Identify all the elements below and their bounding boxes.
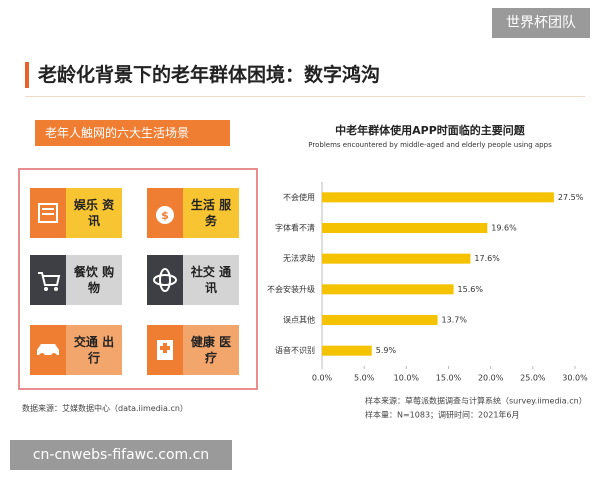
scene-label: 健康 医疗: [183, 325, 239, 375]
value-label: 15.6%: [458, 285, 484, 294]
icon: [30, 255, 66, 305]
value-label: 27.5%: [558, 193, 584, 202]
y-tick-label: 无法求助: [283, 253, 315, 263]
chart-title: 中老年群体使用APP时面临的主要问题: [335, 123, 526, 137]
x-tick-label: 15.0%: [436, 374, 462, 383]
icon: [30, 325, 66, 375]
watermark: cn-cnwebs-fifawc.com.cn: [10, 440, 232, 470]
y-tick-label: 语音不识别: [275, 345, 315, 355]
scene-label: 餐饮 购物: [66, 255, 122, 305]
y-tick-label: 误点其他: [283, 315, 315, 325]
bar: [322, 284, 454, 295]
scene-label: 社交 通讯: [183, 255, 239, 305]
note: 样本量：N=1083；调研时间：2021年6月: [365, 410, 520, 420]
bar: [322, 253, 471, 264]
x-tick-label: 0.0%: [312, 374, 333, 383]
svg-text:$: $: [161, 209, 169, 222]
x-tick-label: 30.0%: [562, 374, 588, 383]
x-tick-label: 20.0%: [478, 374, 504, 383]
panel-frame: [18, 168, 258, 390]
note: 样本来源：草莓派数据调查与计算系统（survey.iimedia.cn）: [365, 396, 587, 406]
y-tick-label: 字体看不清: [275, 223, 315, 233]
source-note: 数据来源：艾媒数据中心（data.iimedia.cn）: [22, 404, 188, 413]
icon: [147, 255, 183, 305]
scene-label: 娱乐 资讯: [66, 188, 122, 238]
bar: [322, 345, 372, 356]
watermark: 世界杯团队: [492, 8, 590, 38]
page-title: 老龄化背景下的老年群体困境：数字鸿沟: [38, 64, 381, 86]
x-tick-label: 25.0%: [520, 374, 546, 383]
value-label: 17.6%: [474, 254, 500, 263]
chart-subtitle: Problems encountered by middle-aged and …: [308, 141, 552, 149]
value-label: 5.9%: [376, 346, 397, 355]
bar: [322, 223, 488, 233]
scene-label: 生活 服务: [183, 188, 239, 238]
y-tick-label: 不会安装升级: [267, 284, 315, 294]
title-accent: [25, 62, 29, 88]
value-label: 13.7%: [442, 316, 468, 325]
icon: [147, 325, 183, 375]
icon: $: [147, 188, 183, 238]
panel-heading: 老年人触网的六大生活场景: [35, 120, 230, 146]
y-tick-label: 不会使用: [283, 192, 315, 202]
icon: [30, 188, 66, 238]
x-tick-label: 5.0%: [354, 374, 375, 383]
scene-label: 交通 出行: [66, 325, 122, 375]
bar: [322, 315, 438, 325]
value-label: 19.6%: [491, 224, 517, 233]
bar: [322, 192, 554, 203]
x-tick-label: 10.0%: [394, 374, 420, 383]
divider: [25, 96, 585, 97]
